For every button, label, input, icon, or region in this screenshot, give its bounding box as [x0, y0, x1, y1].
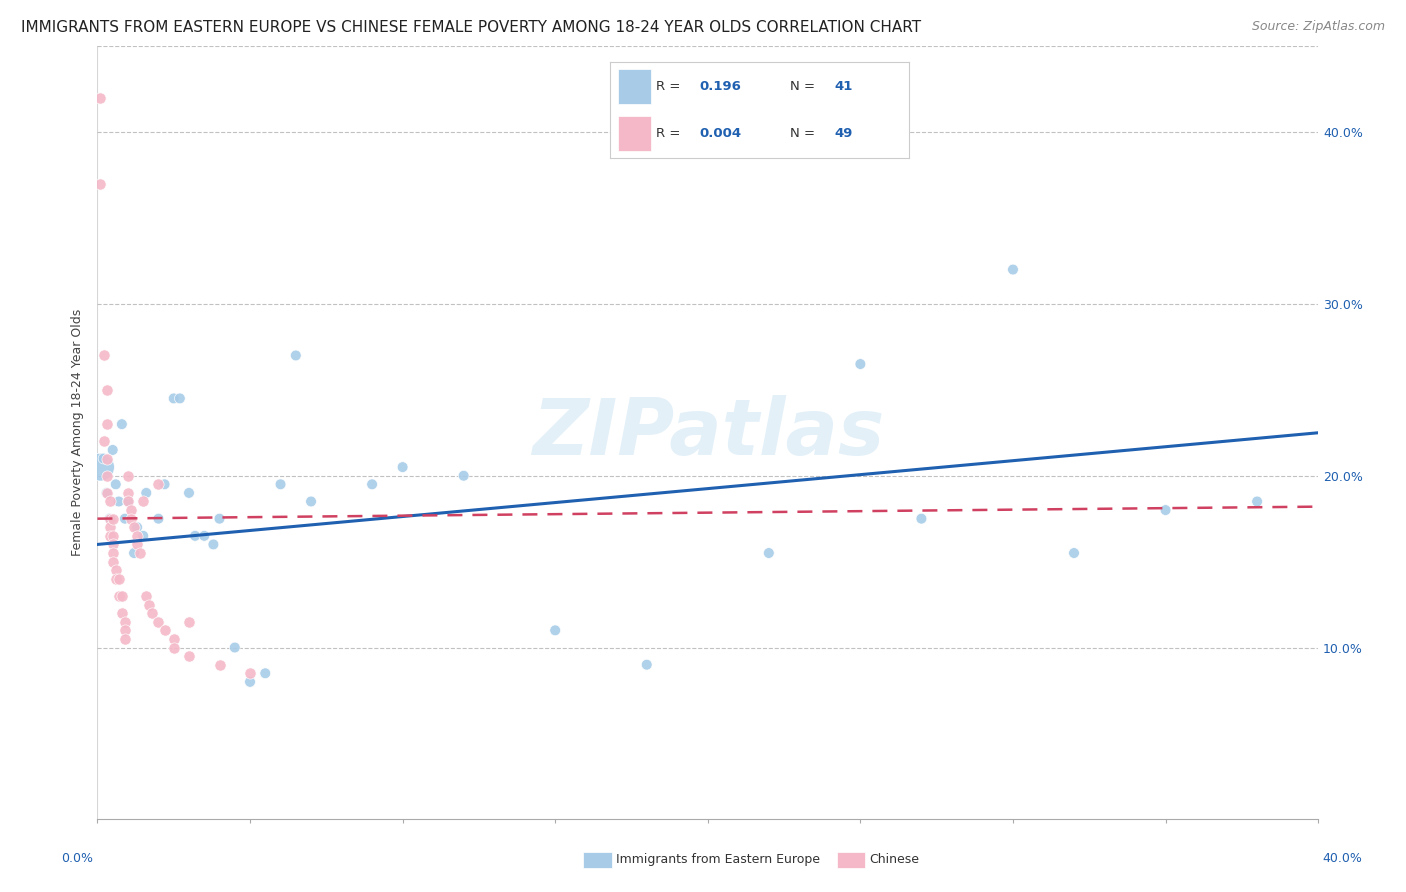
- Point: [101, 546, 124, 560]
- Point: [111, 417, 134, 432]
- Point: [96, 486, 118, 500]
- Point: [89, 177, 111, 191]
- Point: [101, 511, 124, 525]
- Point: [1154, 503, 1177, 517]
- Point: [104, 477, 127, 491]
- Point: [270, 477, 292, 491]
- Point: [120, 511, 142, 525]
- Point: [117, 486, 139, 500]
- Point: [107, 572, 129, 586]
- Point: [184, 529, 207, 543]
- Point: [544, 624, 567, 638]
- Point: [177, 649, 200, 664]
- Point: [93, 348, 115, 362]
- Point: [122, 546, 145, 560]
- Point: [117, 468, 139, 483]
- Point: [96, 451, 118, 466]
- Point: [1246, 494, 1268, 508]
- Point: [239, 666, 262, 681]
- Point: [163, 640, 186, 655]
- Point: [122, 520, 145, 534]
- Point: [208, 657, 231, 672]
- Point: [127, 537, 149, 551]
- Text: 40.0%: 40.0%: [1323, 852, 1362, 864]
- Point: [98, 511, 121, 525]
- Point: [117, 494, 139, 508]
- Point: [96, 417, 118, 432]
- Point: [1001, 262, 1024, 277]
- Point: [284, 348, 307, 362]
- Point: [193, 529, 215, 543]
- Point: [96, 468, 118, 483]
- Point: [96, 486, 118, 500]
- Point: [135, 589, 157, 603]
- Point: [1063, 546, 1085, 560]
- Text: Source: ZipAtlas.com: Source: ZipAtlas.com: [1251, 20, 1385, 33]
- Point: [177, 486, 200, 500]
- Point: [120, 503, 142, 517]
- Point: [132, 494, 155, 508]
- Point: [98, 520, 121, 534]
- Point: [111, 589, 134, 603]
- Point: [117, 494, 139, 508]
- Point: [93, 451, 115, 466]
- Point: [636, 657, 658, 672]
- Point: [849, 357, 872, 371]
- Point: [153, 477, 176, 491]
- Point: [135, 486, 157, 500]
- Point: [127, 520, 149, 534]
- Text: Immigrants from Eastern Europe: Immigrants from Eastern Europe: [616, 854, 820, 866]
- Point: [148, 511, 170, 525]
- Point: [93, 434, 115, 449]
- Point: [163, 632, 186, 646]
- Point: [148, 477, 170, 491]
- Point: [98, 494, 121, 508]
- Point: [129, 546, 152, 560]
- Text: Chinese: Chinese: [869, 854, 920, 866]
- Point: [163, 392, 186, 406]
- Point: [114, 511, 136, 525]
- Point: [101, 529, 124, 543]
- Text: 0.0%: 0.0%: [62, 852, 93, 864]
- Point: [758, 546, 780, 560]
- Point: [107, 589, 129, 603]
- Point: [202, 537, 225, 551]
- Point: [98, 511, 121, 525]
- Point: [138, 598, 160, 612]
- Point: [132, 529, 155, 543]
- Point: [239, 674, 262, 689]
- Point: [114, 615, 136, 629]
- Point: [96, 383, 118, 397]
- Point: [453, 468, 475, 483]
- Point: [101, 555, 124, 569]
- Point: [169, 392, 191, 406]
- Point: [254, 666, 277, 681]
- Point: [361, 477, 384, 491]
- Point: [208, 511, 231, 525]
- Point: [114, 632, 136, 646]
- Point: [101, 442, 124, 457]
- Point: [101, 537, 124, 551]
- Point: [299, 494, 322, 508]
- Point: [114, 624, 136, 638]
- Point: [98, 529, 121, 543]
- Point: [89, 91, 111, 105]
- Point: [104, 563, 127, 577]
- Point: [127, 529, 149, 543]
- Point: [910, 511, 932, 525]
- Point: [111, 606, 134, 620]
- Point: [141, 606, 163, 620]
- Y-axis label: Female Poverty Among 18-24 Year Olds: Female Poverty Among 18-24 Year Olds: [72, 310, 84, 557]
- Point: [177, 615, 200, 629]
- Text: IMMIGRANTS FROM EASTERN EUROPE VS CHINESE FEMALE POVERTY AMONG 18-24 YEAR OLDS C: IMMIGRANTS FROM EASTERN EUROPE VS CHINES…: [21, 20, 921, 35]
- Point: [153, 624, 176, 638]
- Text: ZIPatlas: ZIPatlas: [531, 395, 884, 471]
- Point: [391, 460, 413, 475]
- Point: [104, 572, 127, 586]
- Point: [148, 615, 170, 629]
- Point: [224, 640, 246, 655]
- Point: [89, 460, 111, 475]
- Point: [107, 494, 129, 508]
